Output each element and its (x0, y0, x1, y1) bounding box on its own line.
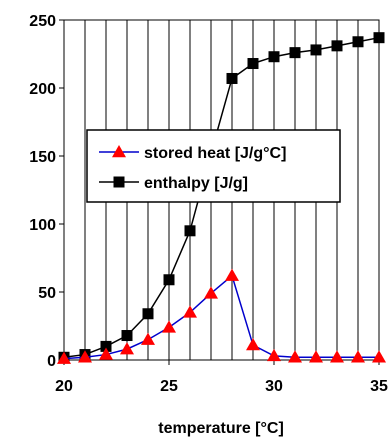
enthalpy-point (352, 36, 364, 48)
series-layer (57, 32, 386, 364)
stored-heat-point (330, 350, 344, 363)
enthalpy-point (163, 274, 175, 286)
x-tick-label: 35 (370, 378, 388, 395)
y-tick-label: 0 (47, 353, 56, 370)
y-tick-label: 250 (29, 13, 56, 30)
stored-heat-point (351, 350, 365, 363)
stored-heat-point (372, 350, 386, 363)
enthalpy-point (247, 58, 259, 70)
enthalpy-point (142, 308, 154, 320)
legend: stored heat [J/g°C] enthalpy [J/g] (86, 129, 341, 203)
stored-heat-line (63, 274, 379, 360)
y-tick-label: 50 (38, 285, 56, 302)
stored-heat-point (225, 268, 239, 281)
enthalpy-point (268, 51, 280, 63)
stored-heat-point (120, 342, 134, 355)
axes: 0 50 100 150 200 250 20 25 30 35 (29, 13, 388, 395)
enthalpy-point (184, 225, 196, 237)
stored-heat-point (99, 347, 113, 360)
y-tick-label: 100 (29, 217, 56, 234)
enthalpy-point (100, 340, 112, 352)
enthalpy-point (289, 47, 301, 59)
enthalpy-point (373, 32, 385, 44)
enthalpy-point (310, 44, 322, 56)
x-tick-label: 30 (265, 378, 283, 395)
stored-heat-point (288, 350, 302, 363)
stored-heat-point (246, 338, 260, 351)
stored-heat-point (183, 305, 197, 318)
stored-heat-point (141, 332, 155, 345)
stored-heat-point (267, 348, 281, 362)
y-tick-label: 150 (29, 149, 56, 166)
enthalpy-point (331, 40, 343, 52)
stored-heat-legend-marker (112, 145, 126, 158)
enthalpy-point (121, 330, 133, 342)
x-axis-title: temperature [°C] (158, 420, 284, 437)
stored-heat-point (57, 351, 71, 364)
stored-heat-point (204, 286, 218, 299)
enthalpy-legend-marker (113, 176, 125, 188)
y-tick-label: 200 (29, 81, 56, 98)
stored-heat-point (162, 320, 176, 333)
x-tick-label: 25 (160, 378, 178, 395)
legend-box (86, 129, 341, 203)
enthalpy-legend-label: enthalpy [J/g] (144, 175, 248, 192)
stored-heat-point (309, 350, 323, 363)
x-tick-label: 20 (55, 378, 73, 395)
enthalpy-point (226, 72, 238, 84)
enthalpy-line (63, 36, 380, 359)
stored-heat-point (78, 350, 92, 363)
stored-heat-legend-label: stored heat [J/g°C] (144, 145, 286, 162)
